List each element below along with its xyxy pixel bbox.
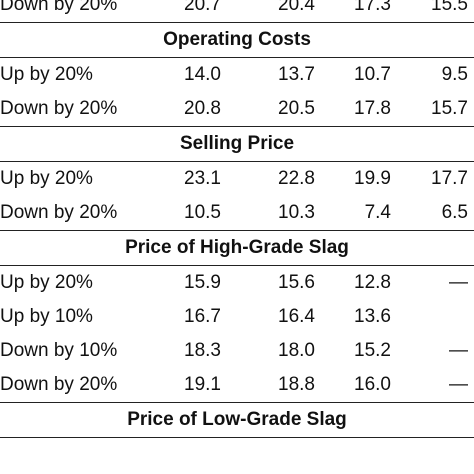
cell-value: 18.8 [278, 374, 315, 395]
row-label: Down by 20% [0, 374, 118, 395]
table-row: Up by 20% 15.9 15.6 12.8 — [0, 266, 474, 300]
cell-value: 15.6 [278, 272, 315, 293]
cell-value: 20.4 [278, 0, 315, 15]
row-label: Down by 10% [0, 340, 118, 361]
row-label: Down by 20% [0, 0, 118, 15]
cell-value: 10.7 [354, 64, 391, 85]
cell-value: — [449, 374, 468, 395]
sensitivity-table: Down by 20% 20.7 20.4 17.3 15.5 Operatin… [0, 0, 474, 438]
cell-value: 20.5 [278, 98, 315, 119]
table-row: Down by 20% 10.5 10.3 7.4 6.5 [0, 196, 474, 230]
table-row: Up by 20% 23.1 22.8 19.9 17.7 [0, 162, 474, 196]
cell-value: 15.2 [354, 340, 391, 361]
cell-value: 6.5 [441, 202, 468, 223]
table-row: Up by 10% 16.7 16.4 13.6 [0, 300, 474, 334]
cell-value: 10.3 [278, 202, 315, 223]
cell-value: 19.9 [354, 168, 391, 189]
section-header-operating-costs: Operating Costs [0, 22, 474, 58]
row-label: Up by 10% [0, 306, 93, 327]
cell-value: 20.7 [184, 0, 221, 15]
cell-value: 16.4 [278, 306, 315, 327]
cell-value: 20.8 [184, 98, 221, 119]
row-label: Down by 20% [0, 98, 118, 119]
cell-value: 17.3 [354, 0, 391, 15]
cell-value: 12.8 [354, 272, 391, 293]
row-label: Up by 20% [0, 64, 93, 85]
cell-value: 15.9 [184, 272, 221, 293]
cell-value: 13.6 [354, 306, 391, 327]
cell-value: 13.7 [278, 64, 315, 85]
cell-value: 23.1 [184, 168, 221, 189]
cell-value: — [449, 272, 468, 293]
row-label: Down by 20% [0, 202, 118, 223]
cell-value: 18.0 [278, 340, 315, 361]
table-row: Down by 20% 20.7 20.4 17.3 15.5 [0, 0, 474, 22]
table-row: Up by 20% 14.0 13.7 10.7 9.5 [0, 58, 474, 92]
cell-value: 15.7 [431, 98, 468, 119]
cell-value: 22.8 [278, 168, 315, 189]
section-header-low-grade-slag: Price of Low-Grade Slag [0, 402, 474, 438]
cell-value: 19.1 [184, 374, 221, 395]
cell-value: 10.5 [184, 202, 221, 223]
cell-value: 17.7 [431, 168, 468, 189]
cell-value: 7.4 [364, 202, 391, 223]
cell-value: 18.3 [184, 340, 221, 361]
cell-value: 9.5 [441, 64, 468, 85]
cell-value: 14.0 [184, 64, 221, 85]
cell-value: — [449, 340, 468, 361]
cell-value: 16.0 [354, 374, 391, 395]
table-row: Down by 20% 19.1 18.8 16.0 — [0, 368, 474, 402]
table-row: Down by 10% 18.3 18.0 15.2 — [0, 334, 474, 368]
cell-value: 15.5 [431, 0, 468, 15]
section-header-selling-price: Selling Price [0, 126, 474, 162]
section-header-high-grade-slag: Price of High-Grade Slag [0, 230, 474, 266]
table-row: Down by 20% 20.8 20.5 17.8 15.7 [0, 92, 474, 126]
cell-value: 17.8 [354, 98, 391, 119]
cell-value: 16.7 [184, 306, 221, 327]
row-label: Up by 20% [0, 168, 93, 189]
row-label: Up by 20% [0, 272, 93, 293]
